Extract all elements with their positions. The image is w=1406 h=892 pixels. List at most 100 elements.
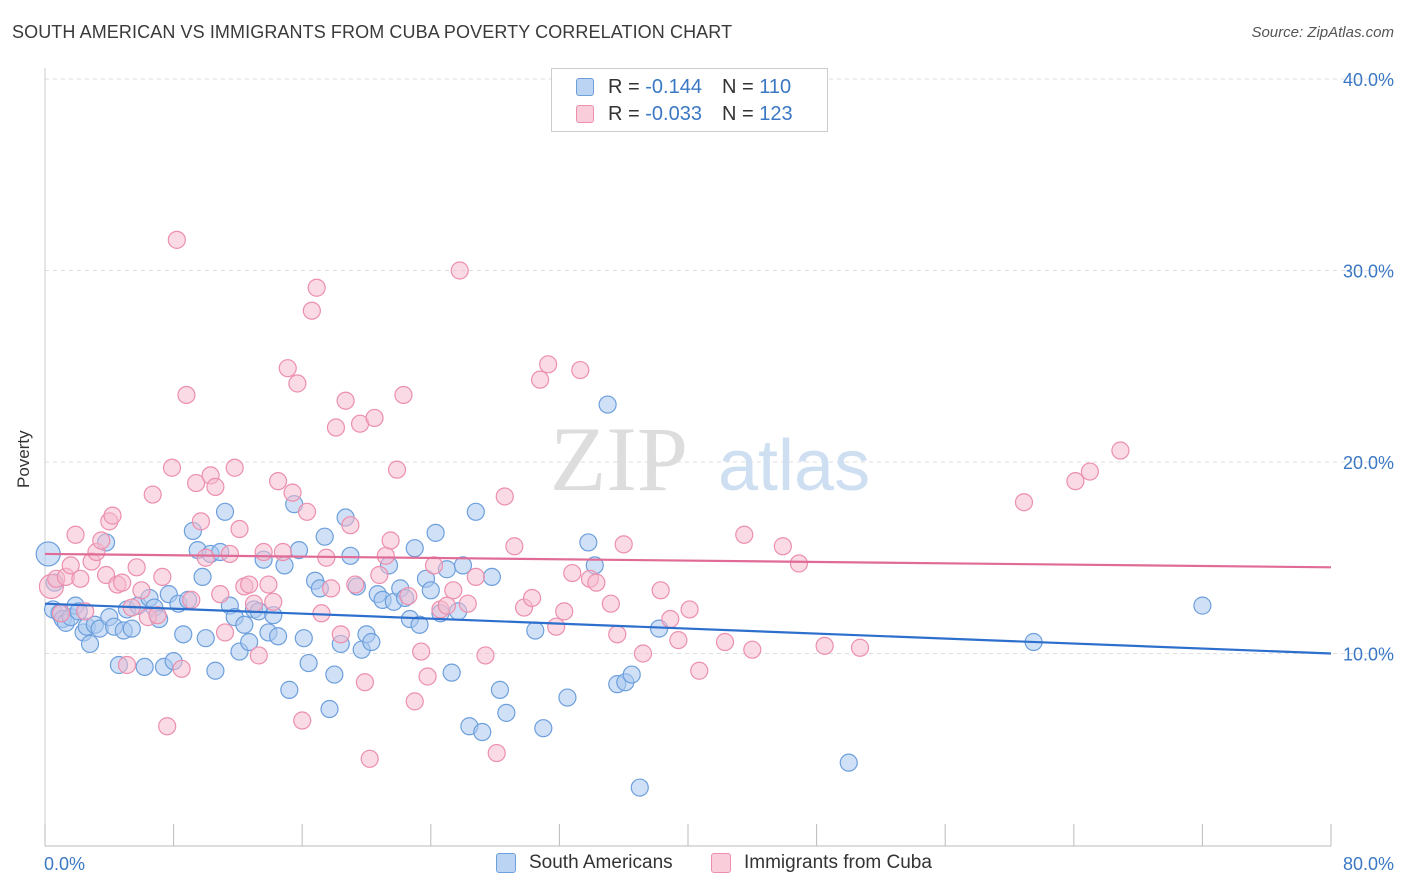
- data-point: [196, 629, 215, 648]
- data-point: [424, 556, 444, 575]
- data-point: [410, 615, 429, 634]
- legend-item-south-americans: South Americans: [496, 852, 673, 874]
- data-point: [539, 355, 558, 374]
- data-point: [426, 523, 445, 542]
- data-point: [215, 502, 235, 521]
- data-point: [174, 625, 193, 644]
- data-point: [376, 546, 395, 565]
- data-point: [240, 575, 259, 594]
- series-immigrants-from-cuba: [38, 230, 1130, 768]
- data-point: [680, 600, 699, 619]
- y-tick-label: 10.0%: [1343, 645, 1394, 665]
- y-tick-label: 30.0%: [1343, 262, 1394, 282]
- legend-swatch-blue: [496, 853, 516, 873]
- data-point: [418, 667, 437, 686]
- data-point: [773, 537, 792, 556]
- gridlines: [45, 78, 1395, 654]
- data-point: [558, 688, 577, 707]
- data-point: [71, 569, 90, 588]
- legend-item-immigrants-from-cuba: Immigrants from Cuba: [711, 852, 932, 874]
- data-point: [497, 703, 516, 722]
- data-point: [789, 554, 809, 573]
- data-point: [381, 531, 400, 550]
- data-point: [487, 743, 506, 763]
- data-point: [294, 629, 313, 648]
- data-point: [458, 594, 477, 613]
- data-point: [690, 661, 709, 680]
- data-point: [633, 644, 653, 663]
- data-point: [399, 586, 418, 606]
- legend-r-value: -0.144: [645, 75, 702, 98]
- data-point: [651, 581, 670, 600]
- data-point: [240, 632, 259, 652]
- data-point: [669, 630, 688, 650]
- data-point: [268, 472, 288, 491]
- data-point: [320, 699, 339, 719]
- data-point: [103, 506, 122, 525]
- data-point: [288, 374, 307, 393]
- data-point: [336, 391, 355, 410]
- data-point: [1111, 441, 1130, 460]
- data-point: [153, 567, 172, 587]
- data-point: [135, 657, 154, 677]
- data-point: [182, 590, 201, 609]
- legend-row-south-americans: R = -0.144 N = 110: [576, 75, 791, 99]
- data-point: [850, 638, 870, 657]
- data-point: [437, 596, 456, 615]
- data-point: [280, 680, 299, 699]
- data-point: [235, 615, 254, 634]
- legend-swatch-blue: [576, 78, 594, 96]
- tick-labels: 10.0% 20.0% 30.0% 40.0% 0.0% 80.0%: [44, 70, 1394, 874]
- data-point: [444, 581, 463, 600]
- data-point: [80, 634, 100, 654]
- data-point: [495, 487, 514, 506]
- data-point: [601, 594, 620, 613]
- data-point: [268, 627, 288, 646]
- legend-swatch-pink: [576, 105, 594, 123]
- data-point: [191, 512, 211, 531]
- watermark-zip: ZIP: [550, 408, 688, 510]
- data-point: [466, 502, 485, 521]
- legend-n-label: N =: [721, 75, 760, 98]
- data-point: [92, 531, 111, 550]
- data-point: [220, 544, 239, 564]
- watermark: ZIP atlas: [550, 408, 870, 510]
- legend-r-label: R =: [608, 102, 646, 125]
- data-point: [193, 567, 212, 587]
- legend-r-value: -0.033: [645, 102, 702, 125]
- data-point: [579, 533, 598, 552]
- legend-label: Immigrants from Cuba: [744, 852, 932, 873]
- data-point: [1014, 493, 1034, 512]
- data-point: [51, 604, 71, 623]
- data-point: [490, 680, 510, 699]
- data-point: [1066, 472, 1085, 491]
- data-point: [1080, 462, 1099, 481]
- data-point: [66, 525, 85, 544]
- data-point: [715, 632, 735, 652]
- y-tick-label: 40.0%: [1343, 70, 1394, 90]
- data-point: [187, 473, 206, 493]
- trendlines: [44, 552, 1332, 655]
- data-point: [76, 602, 95, 621]
- data-point: [299, 653, 318, 673]
- data-point: [302, 301, 321, 320]
- chart-title: SOUTH AMERICAN VS IMMIGRANTS FROM CUBA P…: [12, 22, 733, 42]
- trendline: [44, 552, 1332, 569]
- data-point: [453, 556, 473, 575]
- data-point: [326, 418, 346, 437]
- data-point: [158, 717, 177, 736]
- data-point: [421, 581, 440, 600]
- data-point: [839, 753, 858, 772]
- data-point: [473, 722, 492, 742]
- data-point: [122, 619, 141, 638]
- data-point: [442, 663, 461, 682]
- data-point: [325, 665, 344, 684]
- data-point: [264, 592, 283, 611]
- data-point: [608, 625, 627, 644]
- data-point: [249, 646, 268, 665]
- data-point: [505, 537, 524, 556]
- data-point: [132, 581, 151, 600]
- data-point: [113, 573, 132, 592]
- legend-label: South Americans: [529, 852, 673, 873]
